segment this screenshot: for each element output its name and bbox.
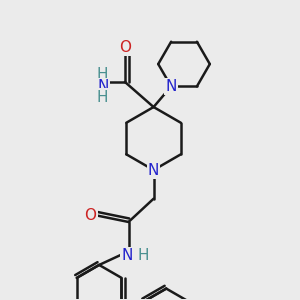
Text: N: N <box>148 163 159 178</box>
Text: N: N <box>165 79 177 94</box>
Text: H: H <box>138 248 149 263</box>
Text: O: O <box>119 40 131 55</box>
Text: N: N <box>121 248 132 263</box>
Text: O: O <box>85 208 97 223</box>
Text: H: H <box>97 67 109 82</box>
Text: H: H <box>97 89 109 104</box>
Text: N: N <box>97 79 108 94</box>
